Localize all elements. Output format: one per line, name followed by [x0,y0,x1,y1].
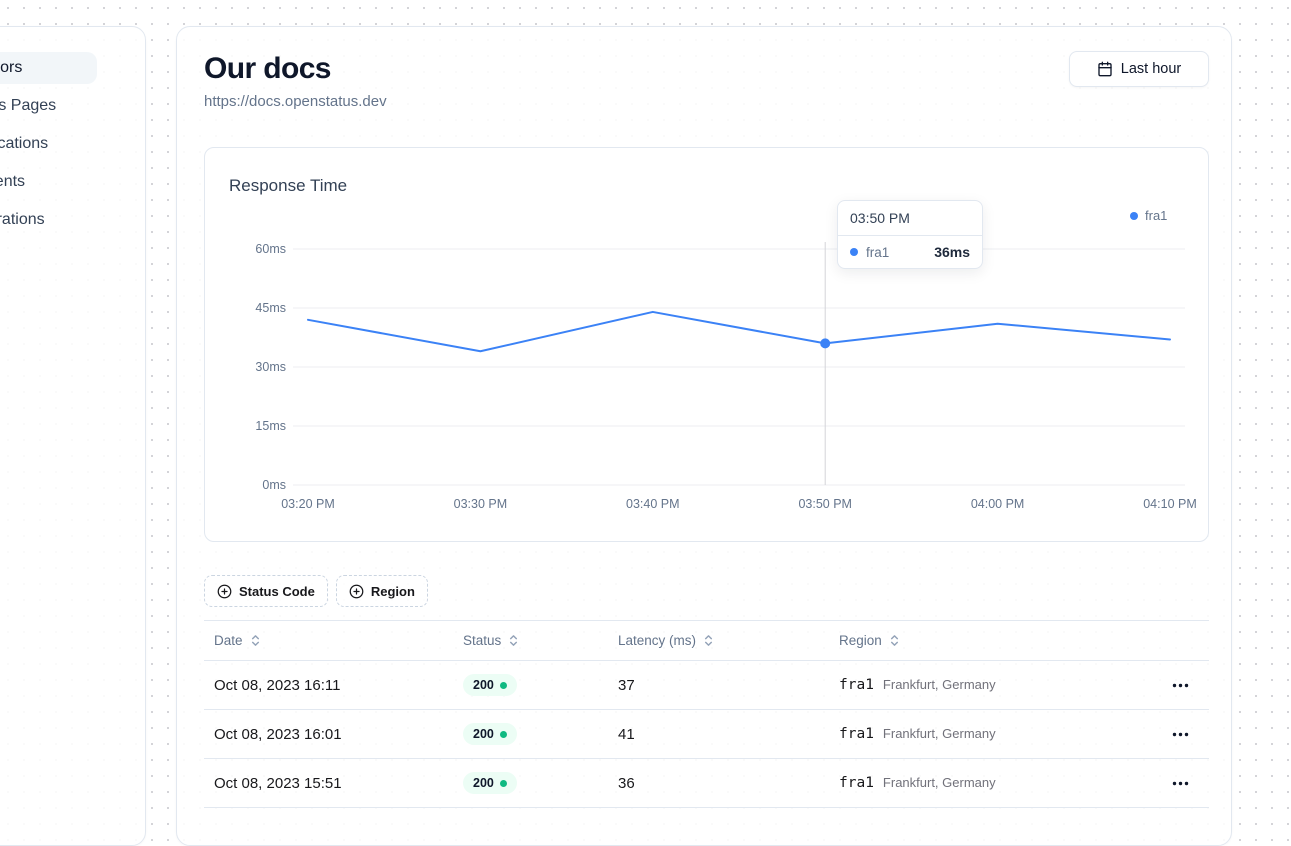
x-tick-label: 03:50 PM [798,497,852,511]
tooltip-series-name: fra1 [866,244,890,260]
cell-region: fra1 Frankfurt, Germany [839,677,1165,693]
status-ok-dot-icon [499,779,507,787]
cell-region: fra1 Frankfurt, Germany [839,726,1165,742]
region-code: fra1 [839,775,874,791]
status-ok-dot-icon [499,730,507,738]
sidebar-item-label: Status Pages [0,97,57,114]
x-tick-label: 03:20 PM [281,497,335,511]
status-badge: 200 [463,772,517,794]
sort-icon [251,635,259,646]
column-label: Date [214,633,243,648]
legend-label: fra1 [1145,208,1168,223]
table-filters: Status Code Region [204,575,428,607]
column-label: Latency (ms) [618,633,697,648]
sort-icon [890,635,898,646]
time-range-button[interactable]: Last hour [1069,51,1209,87]
row-actions-button[interactable] [1165,719,1195,749]
response-time-chart[interactable]: 0ms 15ms 30ms 45ms 60ms 03:20 PM 03:30 PM 03:40… [205,148,1210,543]
cell-date: Oct 08, 2023 15:51 [214,774,342,792]
tooltip-series-dot [850,248,858,256]
sort-icon [510,635,518,646]
sidebar-item-label: Monitors [0,59,23,76]
time-range-label: Last hour [1120,61,1182,77]
column-label: Status [463,633,502,648]
y-tick-label: 0ms [262,478,286,492]
filter-status-code-button[interactable]: Status Code [204,575,328,607]
filter-label: Status Code [239,583,315,599]
x-tick-label: 03:30 PM [454,497,508,511]
series-line-fra1 [307,310,1171,353]
y-tick-label: 30ms [255,360,286,374]
cell-latency: 36 [618,774,635,792]
status-code: 200 [473,727,494,741]
ellipsis-icon [1172,781,1188,785]
region-name: Frankfurt, Germany [882,677,996,692]
y-tick-label: 45ms [255,301,286,315]
cell-date: Oct 08, 2023 16:01 [214,725,342,743]
column-header-date[interactable]: Date [214,633,463,648]
page-title: Our docs [204,52,331,85]
pings-table: Date Status Latency (ms) Region Oct 08, … [204,620,1209,808]
status-code: 200 [473,776,494,790]
table-row[interactable]: Oct 08, 2023 16:01 200 41 fra1 Frankfurt… [204,710,1209,759]
chart-tooltip: 03:50 PM fra1 36ms [837,200,983,269]
table-row[interactable]: Oct 08, 2023 15:51 200 36 fra1 Frankfurt… [204,759,1209,808]
x-tick-label: 04:10 PM [1143,497,1197,511]
monitor-url: https://docs.openstatus.dev [204,93,387,110]
sidebar-item-integrations[interactable]: Integrations [0,201,121,239]
circle-plus-icon [217,584,232,598]
table-row[interactable]: Oct 08, 2023 16:11 200 37 fra1 Frankfurt… [204,661,1209,710]
tooltip-series-value: 36ms [934,244,970,260]
sidebar-item-monitors[interactable]: Monitors [0,52,97,84]
cell-latency: 41 [618,725,635,743]
status-badge: 200 [463,674,517,696]
column-header-status[interactable]: Status [463,633,618,648]
column-header-region[interactable]: Region [839,633,1165,648]
chart-title: Response Time [229,176,348,195]
chart-legend: fra1 [1130,208,1167,223]
sidebar-nav: Monitors Status Pages Notifications Inci… [0,49,121,239]
row-actions-button[interactable] [1165,670,1195,700]
x-tick-label: 03:40 PM [626,497,680,511]
ellipsis-icon [1172,683,1188,687]
tooltip-time: 03:50 PM [838,201,982,236]
cell-latency: 37 [618,676,635,694]
cell-region: fra1 Frankfurt, Germany [839,775,1165,791]
sort-icon [705,635,713,646]
calendar-icon [1098,61,1112,77]
y-tick-label: 15ms [255,419,286,433]
cell-date: Oct 08, 2023 16:11 [214,676,341,694]
region-code: fra1 [839,726,874,742]
status-code: 200 [473,678,494,692]
filter-label: Region [370,583,415,599]
sidebar-item-label: Integrations [0,211,45,228]
column-label: Region [839,633,882,648]
sidebar-item-status-pages[interactable]: Status Pages [0,87,121,125]
column-header-latency[interactable]: Latency (ms) [618,633,839,648]
table-header-row: Date Status Latency (ms) Region [204,621,1209,661]
monitor-detail-panel: Our docs https://docs.openstatus.dev Las… [176,26,1232,846]
status-badge: 200 [463,723,517,745]
sidebar-item-label: Incidents [0,173,26,190]
sidebar: Monitors Status Pages Notifications Inci… [0,26,146,846]
response-time-card: Response Time fra1 0ms 15ms 30ms 45ms 60ms 03… [204,147,1209,542]
region-name: Frankfurt, Germany [882,775,996,790]
sidebar-item-notifications[interactable]: Notifications [0,125,121,163]
status-ok-dot-icon [499,681,507,689]
region-name: Frankfurt, Germany [882,726,996,741]
active-data-point [820,338,831,349]
region-code: fra1 [839,677,874,693]
y-tick-label: 60ms [255,242,286,256]
tooltip-series-row: fra1 36ms [838,236,982,268]
x-tick-label: 04:00 PM [971,497,1025,511]
sidebar-item-label: Notifications [0,135,49,152]
ellipsis-icon [1172,732,1188,736]
filter-region-button[interactable]: Region [335,575,428,607]
row-actions-button[interactable] [1165,768,1195,798]
circle-plus-icon [349,584,364,598]
legend-dot-fra1 [1130,211,1138,220]
sidebar-item-incidents[interactable]: Incidents [0,163,121,201]
